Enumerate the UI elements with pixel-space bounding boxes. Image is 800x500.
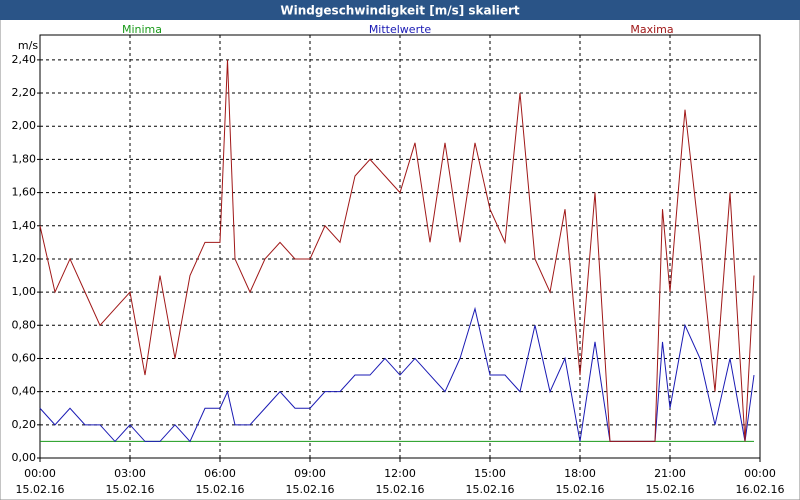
- y-tick-label: 1,60: [12, 186, 37, 199]
- chart-title: Windgeschwindigkeit [m/s] skaliert: [280, 4, 520, 18]
- x-tick-label: 21:00: [654, 467, 686, 480]
- y-tick-label: 1,20: [12, 252, 37, 265]
- y-tick-label: 2,40: [12, 53, 37, 66]
- x-tick-label: 09:00: [294, 467, 326, 480]
- y-tick-label: 0,20: [12, 418, 37, 431]
- legend-entry: Maxima: [630, 23, 673, 36]
- x-tick-date: 15.02.16: [556, 483, 605, 496]
- x-tick-label: 12:00: [384, 467, 416, 480]
- x-tick-date: 15.02.16: [106, 483, 155, 496]
- x-tick-date: 15.02.16: [376, 483, 425, 496]
- x-tick-label: 00:00: [744, 467, 776, 480]
- y-tick-label: 0,40: [12, 385, 37, 398]
- x-tick-label: 18:00: [564, 467, 596, 480]
- x-tick-label: 00:00: [24, 467, 56, 480]
- y-tick-label: 1,00: [12, 285, 37, 298]
- y-tick-label: 2,00: [12, 119, 37, 132]
- y-axis-unit: m/s: [18, 39, 38, 52]
- y-tick-label: 0,00: [12, 451, 37, 464]
- x-tick-label: 03:00: [114, 467, 146, 480]
- legend-entry: Mittelwerte: [369, 23, 432, 36]
- x-tick-label: 15:00: [474, 467, 506, 480]
- y-tick-label: 1,40: [12, 219, 37, 232]
- legend-entry: Minima: [122, 23, 162, 36]
- y-tick-label: 1,80: [12, 152, 37, 165]
- y-tick-label: 0,60: [12, 351, 37, 364]
- x-tick-date: 15.02.16: [286, 483, 335, 496]
- x-tick-date: 15.02.16: [646, 483, 695, 496]
- x-tick-label: 06:00: [204, 467, 236, 480]
- x-tick-date: 16.02.16: [736, 483, 785, 496]
- x-tick-date: 15.02.16: [16, 483, 65, 496]
- y-tick-label: 0,80: [12, 318, 37, 331]
- title-bar: [0, 0, 800, 20]
- series-line: [39, 59, 755, 442]
- x-tick-date: 15.02.16: [196, 483, 245, 496]
- y-tick-label: 2,20: [12, 86, 37, 99]
- x-tick-date: 15.02.16: [466, 483, 515, 496]
